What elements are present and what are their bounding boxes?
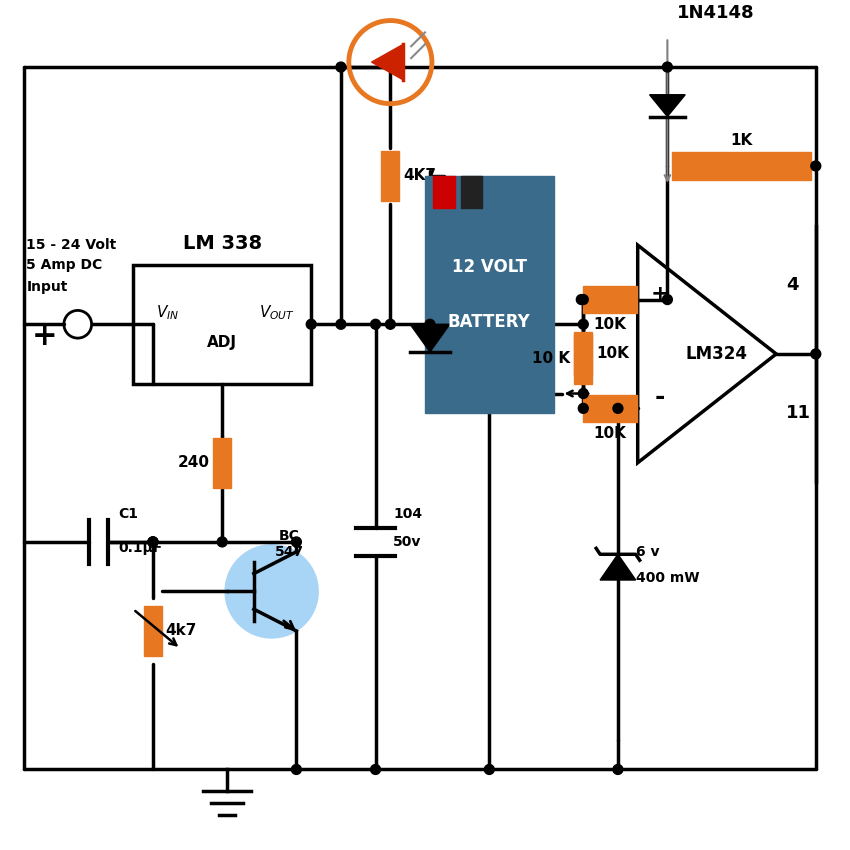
Text: ADJ: ADJ — [207, 335, 237, 349]
Circle shape — [148, 537, 158, 547]
Circle shape — [218, 537, 227, 547]
Circle shape — [148, 537, 158, 547]
Text: 240: 240 — [178, 456, 209, 470]
Text: $V_{IN}$: $V_{IN}$ — [156, 303, 179, 322]
Text: 12 VOLT: 12 VOLT — [452, 258, 527, 276]
Bar — [425, 176, 553, 413]
Text: 1N5408: 1N5408 — [444, 296, 504, 309]
Circle shape — [578, 388, 588, 399]
Bar — [433, 176, 455, 207]
Circle shape — [811, 349, 821, 359]
Text: $V_{OUT}$: $V_{OUT}$ — [258, 303, 294, 322]
Bar — [583, 394, 637, 422]
Polygon shape — [649, 94, 685, 116]
Text: 50v: 50v — [394, 535, 422, 549]
Text: 547: 547 — [275, 545, 304, 558]
Text: 10K: 10K — [596, 347, 629, 361]
Bar — [213, 438, 231, 488]
Circle shape — [336, 320, 346, 329]
Circle shape — [484, 764, 494, 774]
Polygon shape — [371, 44, 403, 80]
Text: 11: 11 — [786, 405, 811, 422]
Text: LM 338: LM 338 — [183, 234, 262, 252]
Text: 104: 104 — [394, 507, 422, 521]
Circle shape — [613, 764, 623, 774]
Circle shape — [662, 62, 672, 72]
Text: BC: BC — [279, 529, 300, 543]
Circle shape — [576, 295, 586, 304]
Bar — [382, 151, 400, 201]
Circle shape — [613, 404, 623, 413]
Bar — [575, 332, 592, 376]
Text: 4: 4 — [786, 275, 799, 293]
Text: 0.1μF: 0.1μF — [118, 541, 162, 555]
Text: 10K: 10K — [593, 317, 626, 332]
Text: 5 Amp DC: 5 Amp DC — [26, 258, 103, 272]
Bar — [144, 606, 162, 655]
Text: 4k7: 4k7 — [166, 623, 197, 638]
Text: 400 mW: 400 mW — [636, 571, 700, 585]
Text: Input: Input — [26, 280, 68, 294]
Circle shape — [662, 295, 672, 304]
Text: 10 K: 10 K — [532, 351, 570, 366]
Circle shape — [371, 320, 381, 329]
Circle shape — [578, 320, 588, 329]
Bar — [672, 152, 811, 180]
Circle shape — [226, 546, 317, 637]
Bar — [133, 265, 311, 383]
Text: 6 v: 6 v — [636, 545, 660, 559]
Circle shape — [578, 295, 588, 304]
Circle shape — [292, 537, 302, 547]
Circle shape — [385, 320, 395, 329]
Text: 10K: 10K — [593, 426, 626, 441]
Text: 1N4148: 1N4148 — [677, 3, 755, 21]
Circle shape — [306, 320, 316, 329]
Text: 1K: 1K — [730, 133, 753, 148]
Circle shape — [292, 764, 302, 774]
Polygon shape — [411, 324, 450, 352]
Bar — [461, 176, 483, 207]
Text: 15 - 24 Volt: 15 - 24 Volt — [26, 238, 116, 252]
Text: 4K7: 4K7 — [403, 168, 436, 184]
Circle shape — [336, 62, 346, 72]
Polygon shape — [600, 554, 636, 580]
Text: +: + — [650, 284, 669, 303]
Bar — [575, 334, 592, 383]
Circle shape — [148, 537, 158, 547]
Text: C1: C1 — [118, 507, 139, 521]
Circle shape — [371, 764, 381, 774]
Circle shape — [578, 404, 588, 413]
Text: -: - — [654, 385, 665, 410]
Circle shape — [425, 320, 435, 329]
Text: LM324: LM324 — [686, 345, 748, 363]
Circle shape — [811, 161, 821, 171]
Text: BATTERY: BATTERY — [448, 314, 530, 332]
Text: +: + — [32, 321, 58, 351]
Bar — [583, 286, 637, 314]
